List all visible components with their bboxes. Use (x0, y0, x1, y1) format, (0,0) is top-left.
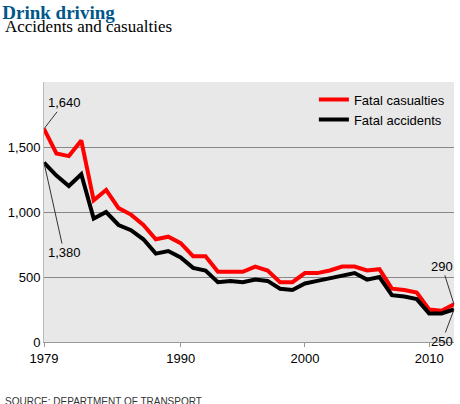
svg-text:Accidents and casualties: Accidents and casualties (5, 17, 172, 36)
svg-text:1,000: 1,000 (8, 205, 41, 220)
svg-text:1,500: 1,500 (8, 140, 41, 155)
svg-text:SOURCE: DEPARTMENT OF TRANSPOR: SOURCE: DEPARTMENT OF TRANSPORT (5, 396, 202, 404)
svg-text:0: 0 (33, 335, 40, 350)
svg-text:1,640: 1,640 (48, 95, 81, 110)
svg-text:500: 500 (19, 270, 41, 285)
svg-text:Fatal casualties: Fatal casualties (354, 93, 445, 108)
svg-text:1979: 1979 (30, 351, 59, 366)
svg-text:1,380: 1,380 (48, 245, 81, 260)
svg-text:250: 250 (431, 334, 453, 349)
svg-text:Drink driving: Drink driving (2, 2, 115, 23)
svg-text:1990: 1990 (166, 351, 195, 366)
svg-text:290: 290 (431, 259, 453, 274)
svg-text:2000: 2000 (290, 351, 319, 366)
svg-text:Fatal accidents: Fatal accidents (354, 113, 442, 128)
svg-text:2010: 2010 (415, 351, 444, 366)
